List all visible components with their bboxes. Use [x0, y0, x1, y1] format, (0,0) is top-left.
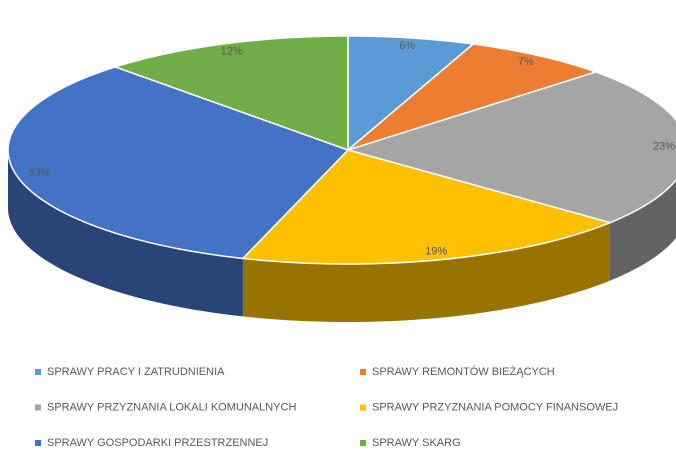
slice — [112, 35, 349, 152]
slice — [347, 43, 599, 151]
slice-side — [8, 150, 243, 317]
legend-swatch — [360, 440, 366, 446]
slice — [345, 71, 676, 224]
slice-side — [609, 180, 676, 281]
legend-label: SPRAWY PRZYZNANIA LOKALI KOMUNALNYCH — [47, 401, 296, 413]
legend-label: SPRAWY REMONTÓW BIEŻĄCYCH — [372, 365, 555, 378]
data-label: 6% — [399, 40, 415, 52]
legend-swatch — [35, 369, 41, 375]
legend-label: SPRAWY GOSPODARKI PRZESTRZENNEJ — [47, 437, 268, 449]
legend-label: SPRAWY PRACY I ZATRUDNIENIA — [47, 366, 225, 378]
data-label: 23% — [653, 141, 675, 153]
data-label: 7% — [518, 56, 534, 68]
legend-swatch — [35, 404, 41, 411]
slice — [347, 35, 475, 152]
data-label: 33% — [28, 167, 50, 179]
slice-side — [242, 222, 610, 322]
legend-swatch — [360, 369, 366, 375]
legend-swatch — [35, 440, 41, 446]
slice — [7, 66, 350, 260]
legend-swatch — [360, 404, 366, 411]
legend-label: SPRAWY SKARG — [372, 437, 461, 449]
slice — [241, 149, 613, 265]
data-label: 19% — [425, 246, 447, 258]
legend-label: SPRAWY PRZYZNANIA POMOCY FINANSOWEJ — [372, 401, 618, 413]
data-label: 12% — [221, 45, 243, 57]
